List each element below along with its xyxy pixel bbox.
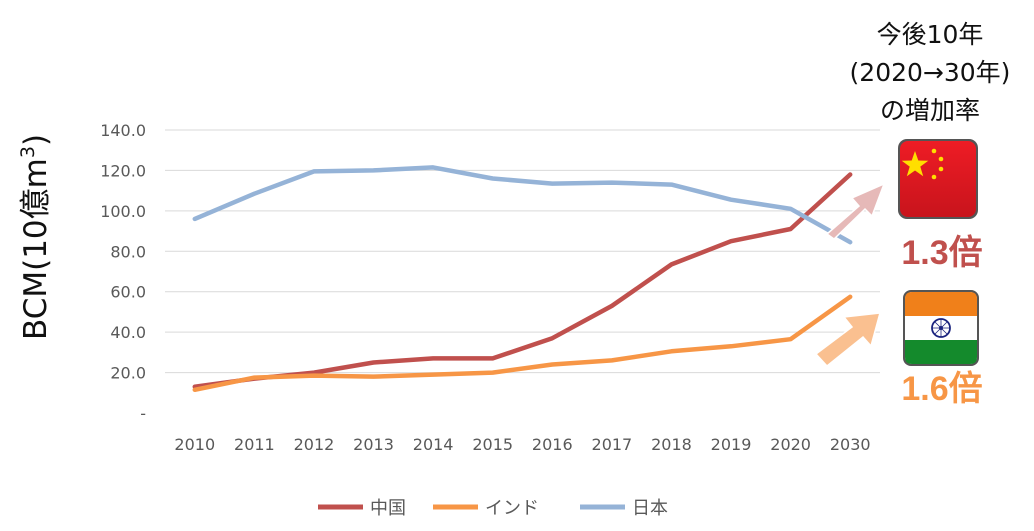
china-flag-icon	[898, 139, 978, 219]
legend-label-india: インド	[485, 498, 539, 519]
y-tick-label: -	[140, 404, 146, 423]
series-line-japan	[192, 165, 853, 245]
y-tick-label: 100.0	[100, 202, 146, 221]
x-tick-label: 2030	[830, 435, 871, 454]
india-ratio: 1.6倍	[901, 370, 982, 408]
y-tick-label: 80.0	[110, 242, 146, 261]
x-tick-label: 2012	[294, 435, 335, 454]
legend-label-china: 中国	[370, 498, 406, 519]
y-axis-title-sup: 3	[17, 146, 39, 158]
x-tick-label: 2016	[532, 435, 573, 454]
growth-rate-title-line-2: (2020→30年)	[849, 58, 1011, 87]
y-tick-label: 60.0	[110, 283, 146, 302]
series-lines	[192, 165, 853, 393]
series-line-china	[192, 172, 853, 389]
x-tick-label: 2020	[770, 435, 811, 454]
growth-rate-title-line-1: 今後10年	[876, 20, 984, 49]
x-tick-label: 2010	[174, 435, 215, 454]
y-tick-labels: - 20.0 40.0 60.0 80.0 100.0 120.0 140.0	[100, 121, 146, 423]
china-increase-arrow	[825, 182, 886, 240]
legend: 中国 インド 日本	[318, 498, 668, 519]
gridlines	[165, 129, 880, 374]
y-tick-label: 40.0	[110, 323, 146, 342]
x-tick-label: 2011	[234, 435, 275, 454]
legend-label-japan: 日本	[632, 498, 668, 519]
legend-item-japan: 日本	[580, 498, 668, 519]
legend-item-china: 中国	[318, 498, 406, 519]
x-tick-label: 2017	[592, 435, 633, 454]
y-axis-title-close: )	[18, 134, 54, 146]
india-increase-arrow	[814, 312, 882, 368]
india-flag-icon	[903, 290, 979, 366]
x-tick-label: 2015	[472, 435, 513, 454]
y-tick-label: 20.0	[110, 364, 146, 383]
x-tick-label: 2019	[711, 435, 752, 454]
growth-rate-title-line-3: の増加率	[879, 96, 980, 125]
svg-text:BCM(10億m3): BCM(10億m3)	[17, 134, 54, 340]
china-ratio: 1.3倍	[901, 234, 982, 272]
y-axis-title-main: BCM(10億m	[18, 158, 54, 340]
legend-item-india: インド	[433, 498, 539, 519]
series-line-india	[192, 294, 853, 393]
x-tick-label: 2014	[413, 435, 454, 454]
x-tick-label: 2013	[353, 435, 394, 454]
y-tick-label: 140.0	[100, 121, 146, 140]
growth-rate-title: 今後10年 (2020→30年) の増加率	[830, 16, 1030, 130]
x-tick-labels: 2010 2011 2012 2013 2014 2015 2016 2017 2018 2019…	[174, 435, 870, 454]
y-axis-title: BCM(10億m3)	[17, 134, 54, 340]
y-tick-label: 120.0	[100, 161, 146, 180]
x-tick-label: 2018	[651, 435, 692, 454]
